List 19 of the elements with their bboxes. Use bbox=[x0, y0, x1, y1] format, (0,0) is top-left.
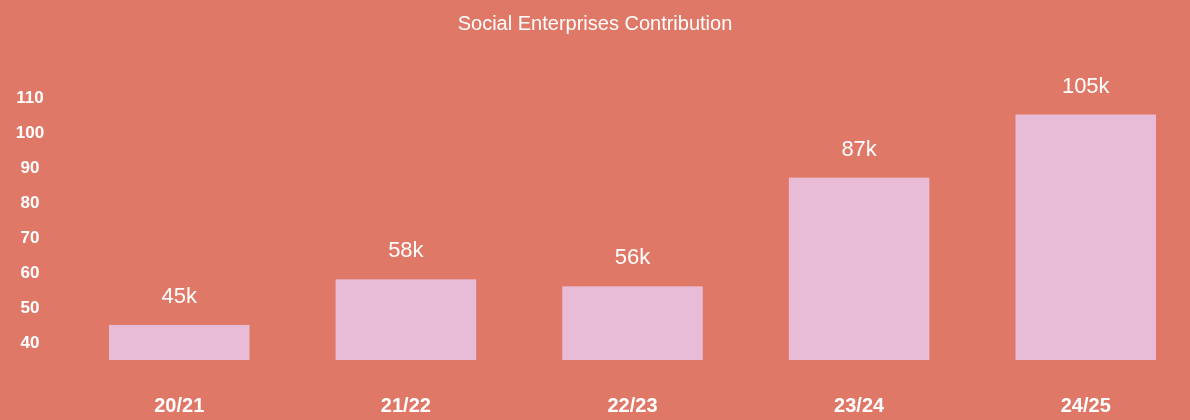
y-tick-label: 60 bbox=[20, 263, 40, 283]
data-label: 58k bbox=[388, 237, 425, 263]
x-tick-label: 20/21 bbox=[154, 394, 205, 416]
x-tick-label: 22/23 bbox=[607, 394, 658, 416]
x-tick-label: 21/22 bbox=[380, 394, 431, 416]
data-label: 56k bbox=[614, 244, 652, 270]
data-label: 45k bbox=[161, 282, 198, 308]
chart-title: Social Enterprises Contribution bbox=[457, 12, 733, 34]
y-tick-label: 70 bbox=[20, 228, 40, 248]
x-tick-label: 24/25 bbox=[1060, 394, 1111, 416]
y-tick-label: 80 bbox=[20, 193, 40, 213]
y-tick-label: 40 bbox=[20, 333, 40, 353]
data-label: 105k bbox=[1061, 72, 1111, 98]
x-tick-label: 23/24 bbox=[834, 394, 886, 416]
y-tick-label: 50 bbox=[20, 298, 40, 318]
y-tick-label: 110 bbox=[16, 87, 44, 107]
data-label: 87k bbox=[841, 135, 878, 161]
y-tick-label: 90 bbox=[20, 158, 40, 178]
y-tick-label: 100 bbox=[15, 123, 45, 143]
